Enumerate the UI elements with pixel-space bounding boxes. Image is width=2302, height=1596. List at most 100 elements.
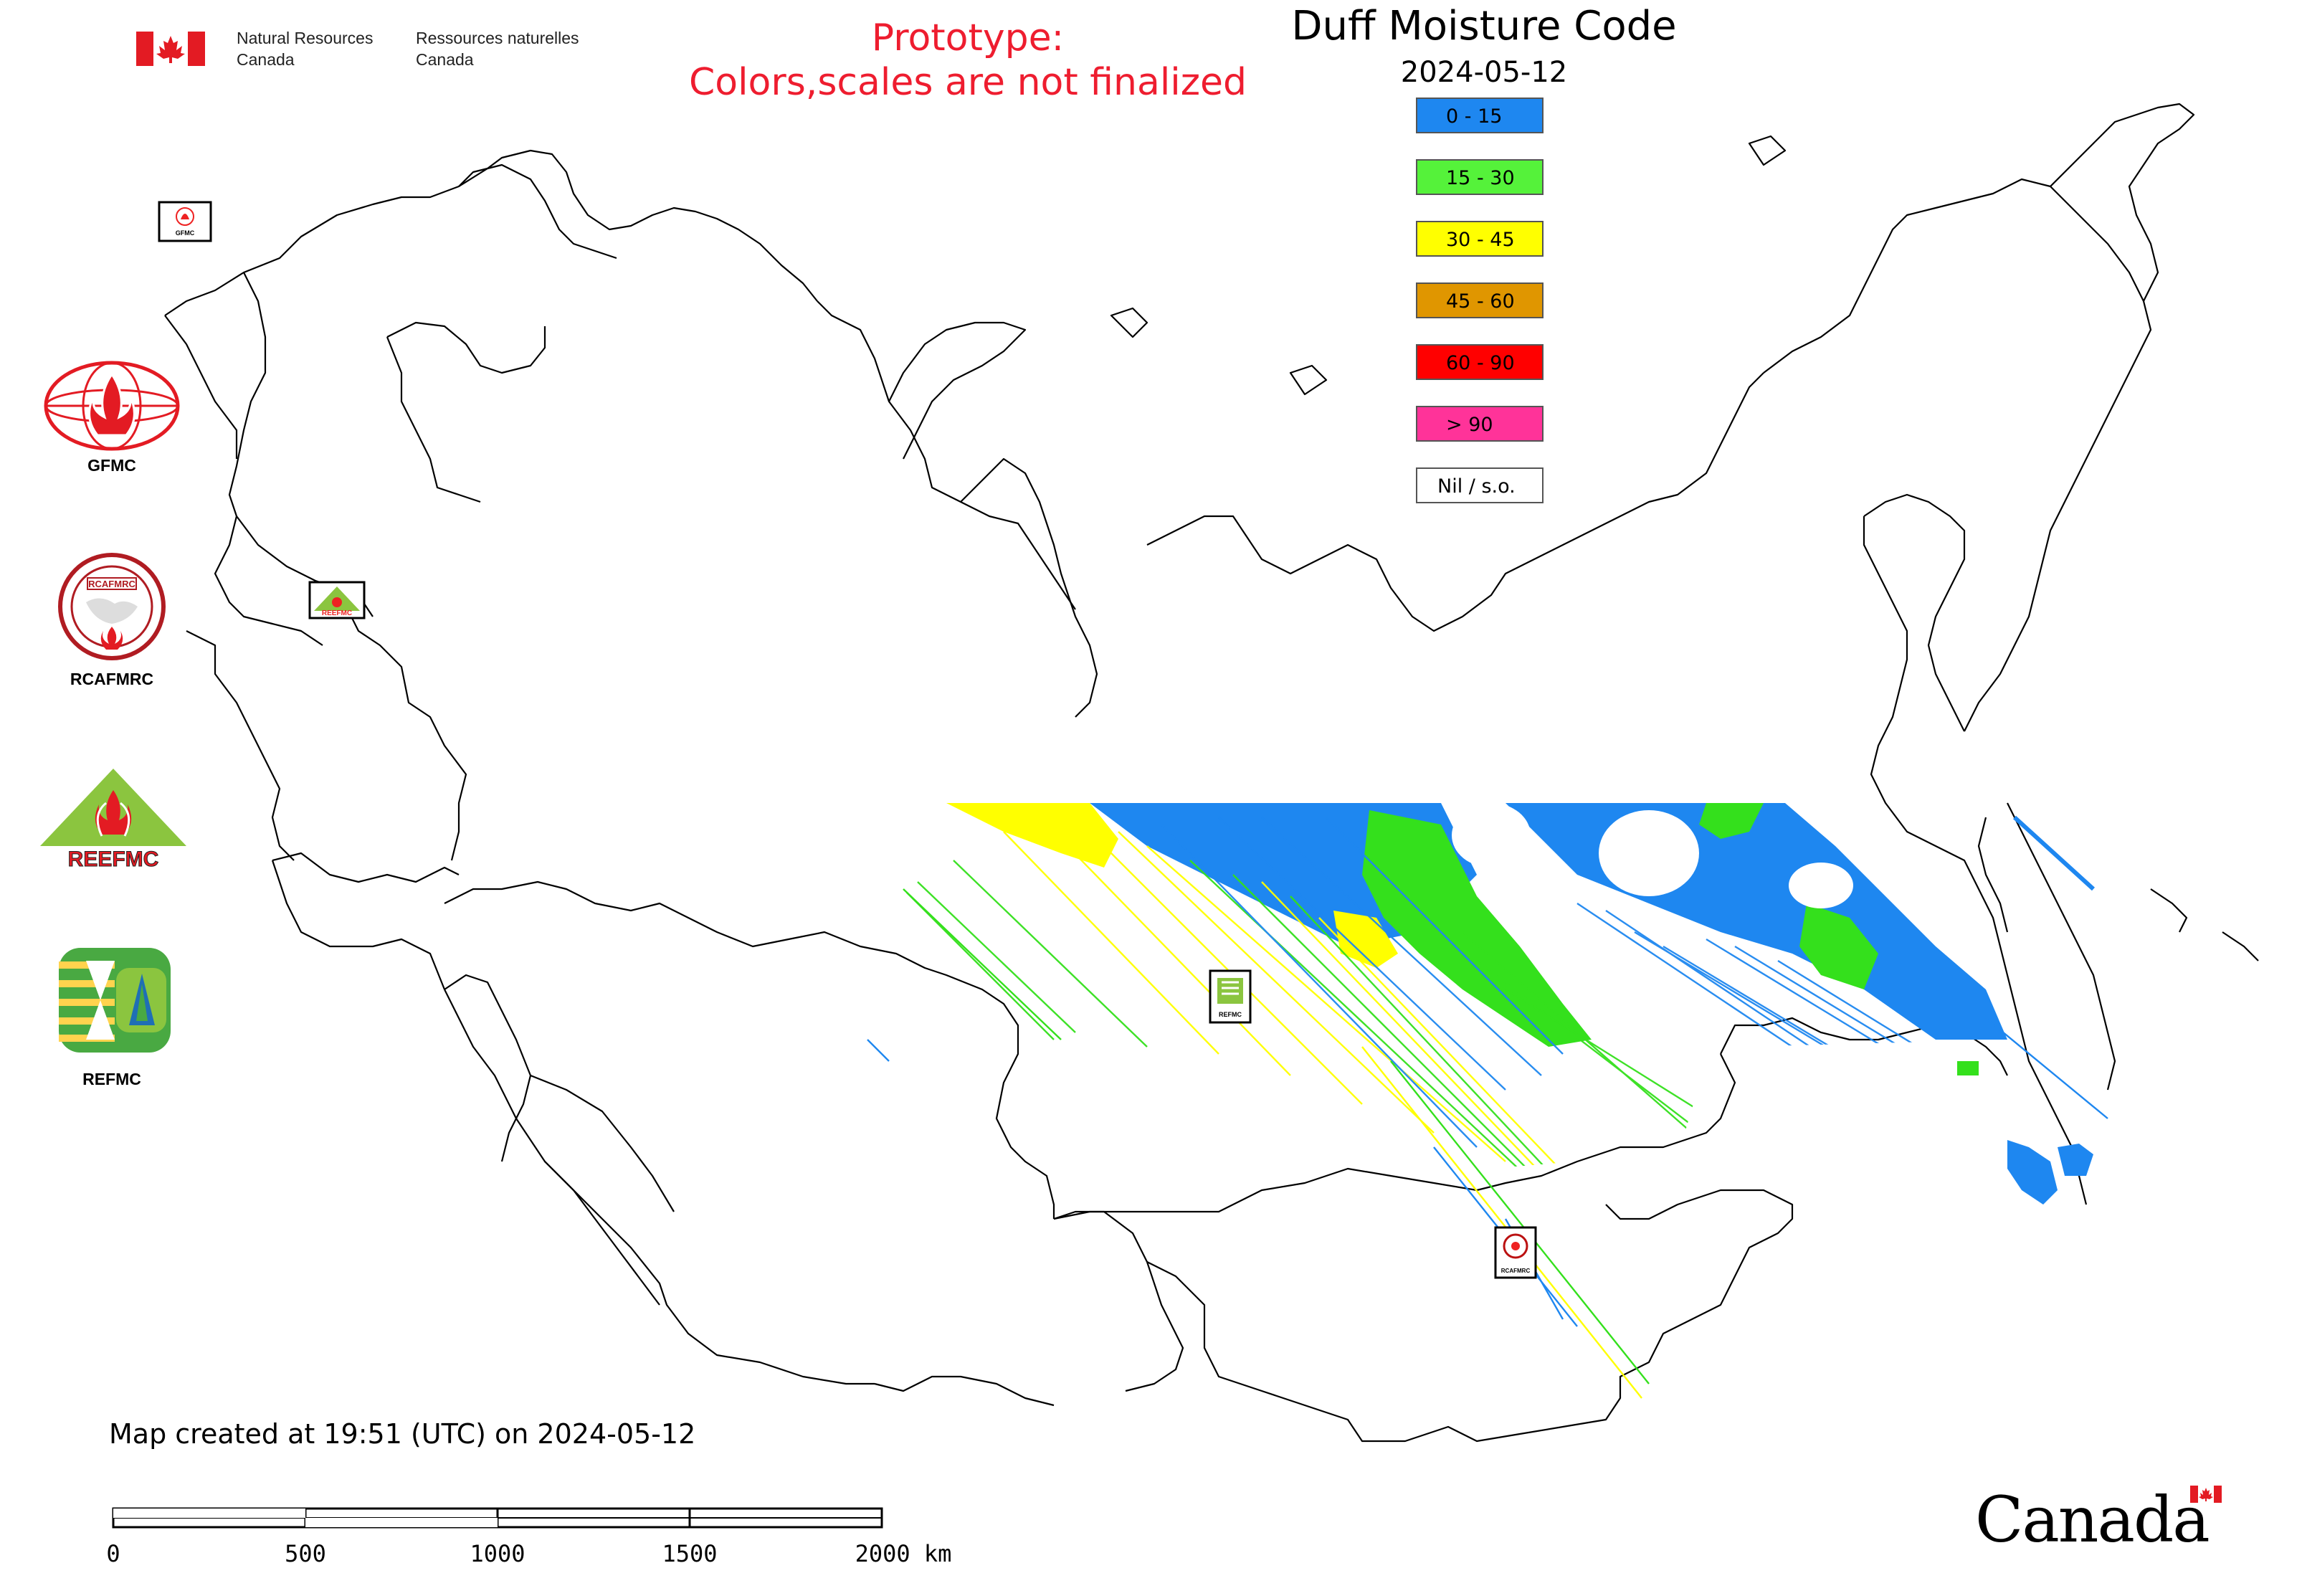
caspian-sea [444,974,532,1162]
map-marker-gfmc-label: GFMC [176,229,195,237]
scale-tick-500: 500 [285,1540,326,1567]
country-boundaries [164,103,2259,1443]
far-east-coast [1863,516,2088,1205]
data-far-east-blob [2007,1140,2058,1205]
ukraine-west [186,630,295,861]
legend-label: 15 - 30 [1446,167,1515,189]
kazakhstan-east [1053,1210,1184,1392]
sweden-norway [228,272,267,517]
svg-text:RCAFMRC: RCAFMRC [88,579,135,589]
legend-item-0-15: 0 - 15 [1416,98,1544,133]
map-marker-refmc: REFMC [1209,969,1252,1024]
refmc-logo-label: REFMC [82,1070,141,1088]
ukraine-east [336,587,467,861]
map-marker-reefmc: REEFMC [308,581,366,619]
map-marker-rcafmrc-label: RCAFMRC [1501,1268,1531,1274]
map-marker-gfmc: GFMC [158,201,212,242]
map-title: Duff Moisture Code [1291,3,1677,49]
nrcan-signature: Natural Resources Canada Ressources natu… [136,29,609,72]
finland-border [386,336,481,503]
legend-item-15-30: 15 - 30 [1416,159,1544,195]
gfmc-logo-label: GFMC [87,456,136,475]
legend-label: 0 - 15 [1446,105,1503,128]
china-west [874,1375,1055,1407]
norway-west [164,315,238,459]
white-sea [386,321,546,374]
legend-item-30-45: 30 - 45 [1416,221,1544,257]
scale-tick-2000: 2000 km [855,1540,952,1567]
canada-wordmark: Canada [1975,1484,2233,1563]
map-date: 2024-05-12 [1400,56,1568,89]
gfmc-logo-icon [44,361,180,451]
org-name-fr-line2: Canada [416,50,474,69]
scale-tick-1000: 1000 [470,1540,525,1567]
legend-label: 45 - 60 [1446,290,1515,313]
arctic-coast [817,300,1076,610]
prototype-notice-line1: Prototype: [871,16,1065,60]
org-name-fr-line1: Ressources naturelles [416,29,579,47]
org-name-en-line2: Canada [237,50,295,69]
scale-bar: 0 500 1000 1500 2000 km [106,1498,968,1585]
novaya-zemlya [888,321,1027,460]
taimyr [1146,372,1764,632]
scandinavia-coast [164,149,818,316]
central-asia [544,1161,660,1306]
kamchatka [1964,300,2152,732]
sakhalin [2007,802,2116,1091]
map-marker-refmc-label: REFMC [1219,1011,1242,1018]
data-yellow-patch [1333,911,1398,968]
sea-of-okhotsk-islands [2150,888,2259,961]
legend-item-gt-90: > 90 [1416,406,1544,442]
sakhalin-2 [1977,817,2009,933]
legend-item-45-60: 45 - 60 [1416,282,1544,318]
legend-item-60-90: 60 - 90 [1416,344,1544,380]
data-green-patch-3 [1799,903,1878,989]
legend-label: > 90 [1446,414,1493,436]
scale-tick-0: 0 [106,1540,120,1567]
data-far-east-blob-3 [1957,1061,1979,1075]
refmc-logo-icon [59,948,171,1053]
legend-label: 60 - 90 [1446,352,1515,374]
caucasus [271,860,446,990]
arctic-islands [1110,135,1787,396]
scale-bar-graphic [112,1507,883,1529]
chukotka [2050,103,2195,302]
map-created-note: Map created at 19:51 (UTC) on 2024-05-12 [109,1418,696,1450]
map-marker-reefmc-label: REEFMC [322,609,352,617]
data-nil-hole-3 [1599,810,1699,896]
kamchatka-north [1763,178,2144,374]
kazakhstan-border [444,880,1055,1219]
prototype-notice-line2: Colors,scales are not finalized [688,61,1247,104]
legend-item-nil: Nil / s.o. [1416,467,1544,503]
svg-text:REEFMC: REEFMC [68,847,159,871]
rcafmrc-logo-label: RCAFMRC [70,670,154,688]
scale-tick-1500: 1500 [662,1540,718,1567]
turkmen-border [530,1074,675,1212]
map-marker-rcafmrc: RCAFMRC [1494,1226,1537,1279]
canada-flag-icon [136,32,205,66]
wordmark-flag-icon [2190,1486,2222,1503]
data-green-patch [1362,810,1592,1047]
mongolia [1146,1189,1794,1443]
data-sakhalin-streak [2012,815,2096,891]
data-nil-hole-2 [1789,863,1853,908]
russia-china-east [1720,1017,2008,1076]
data-nil-hole [1452,803,1531,868]
data-streaks [903,817,1965,1176]
prototype-notice: Prototype: Colors,scales are not finaliz… [645,16,1290,105]
legend-label: Nil / s.o. [1437,475,1516,498]
dmc-data-layer [903,803,2007,1176]
data-green-patch-2 [1699,803,1764,839]
okhotsk-coast [1863,493,1966,732]
black-sea [272,852,460,883]
canada-wordmark-text: Canada [1975,1483,2210,1557]
data-blue-band-2 [1506,803,2007,1040]
baltic-coast [214,516,323,646]
yamal [960,457,1098,718]
russia-mongolia [1053,1053,1736,1220]
org-name-en-line1: Natural Resources [237,29,374,47]
kola-coast [458,163,617,260]
legend-label: 30 - 45 [1446,229,1515,251]
